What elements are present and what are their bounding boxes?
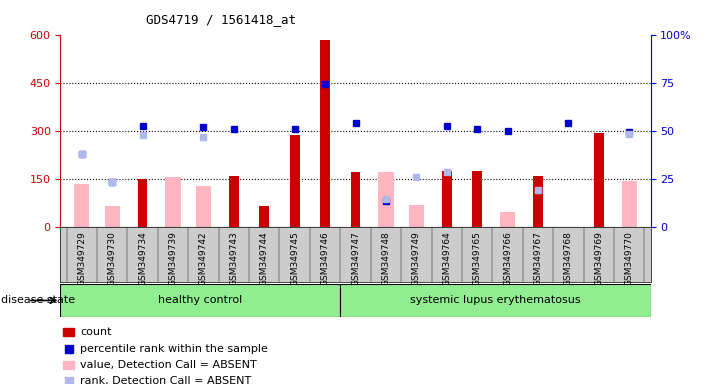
Text: GSM349744: GSM349744	[260, 231, 269, 286]
Bar	[320, 40, 330, 227]
Bar	[500, 212, 515, 227]
Text: count: count	[80, 327, 112, 337]
Text: GSM349769: GSM349769	[594, 231, 604, 286]
Text: GSM349747: GSM349747	[351, 231, 360, 286]
Text: GSM349729: GSM349729	[77, 231, 86, 286]
Text: value, Detection Call = ABSENT: value, Detection Call = ABSENT	[80, 360, 257, 370]
Text: healthy control: healthy control	[158, 295, 242, 306]
Bar	[351, 172, 360, 227]
Text: percentile rank within the sample: percentile rank within the sample	[80, 344, 268, 354]
Text: disease state: disease state	[1, 295, 75, 306]
Text: GSM349730: GSM349730	[107, 231, 117, 286]
Bar	[63, 328, 74, 336]
Bar	[533, 176, 543, 227]
Bar	[594, 133, 604, 227]
Text: GSM349734: GSM349734	[138, 231, 147, 286]
Text: GSM349745: GSM349745	[290, 231, 299, 286]
Text: GSM349764: GSM349764	[442, 231, 451, 286]
Text: rank, Detection Call = ABSENT: rank, Detection Call = ABSENT	[80, 376, 251, 384]
Text: GSM349739: GSM349739	[169, 231, 178, 286]
Text: GSM349749: GSM349749	[412, 231, 421, 286]
Bar	[196, 185, 211, 227]
Bar	[166, 177, 181, 227]
Text: GSM349768: GSM349768	[564, 231, 573, 286]
Bar	[472, 170, 482, 227]
Bar	[138, 179, 147, 227]
Bar	[409, 205, 424, 227]
Bar	[74, 184, 90, 227]
Text: GSM349765: GSM349765	[473, 231, 481, 286]
Bar	[621, 181, 637, 227]
Bar	[60, 284, 340, 317]
Text: GDS4719 / 1561418_at: GDS4719 / 1561418_at	[146, 13, 296, 26]
Text: GSM349746: GSM349746	[321, 231, 330, 286]
Bar	[229, 176, 239, 227]
Bar	[290, 136, 299, 227]
Bar	[105, 206, 119, 227]
Text: GSM349742: GSM349742	[199, 231, 208, 286]
Bar	[260, 206, 269, 227]
Text: GSM349766: GSM349766	[503, 231, 512, 286]
Bar	[442, 170, 451, 227]
Text: systemic lupus erythematosus: systemic lupus erythematosus	[410, 295, 581, 306]
Text: GSM349743: GSM349743	[230, 231, 238, 286]
Text: GSM349770: GSM349770	[625, 231, 634, 286]
Text: GSM349748: GSM349748	[381, 231, 390, 286]
Text: GSM349767: GSM349767	[533, 231, 542, 286]
Bar	[340, 284, 651, 317]
Bar	[378, 172, 393, 227]
Bar	[63, 361, 74, 369]
